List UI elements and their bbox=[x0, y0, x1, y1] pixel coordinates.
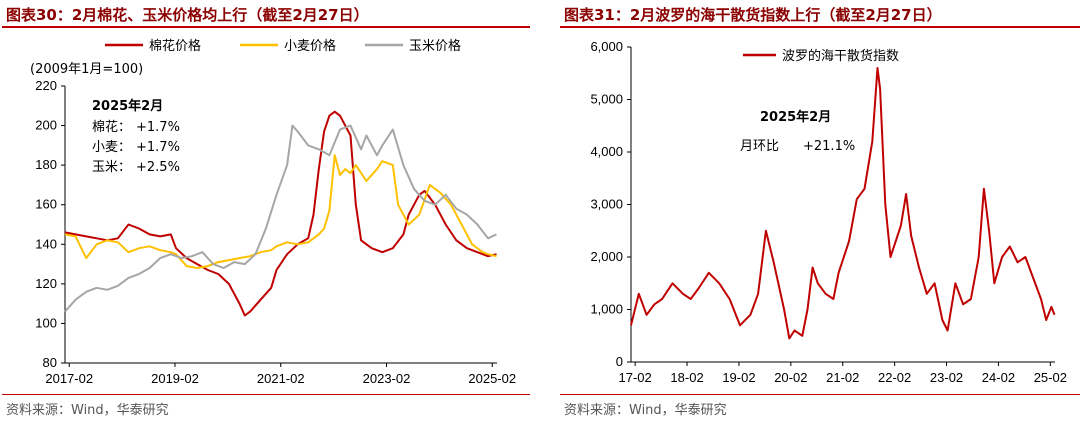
annotation-label: 玉米： bbox=[92, 160, 131, 175]
annotation-value: +1.7% bbox=[136, 140, 180, 155]
x-tick-label: 22-02 bbox=[878, 370, 911, 385]
x-tick-label: 23-02 bbox=[930, 370, 963, 385]
left-source-note: 资料来源：Wind，华泰研究 bbox=[6, 403, 169, 418]
y-tick-label: 1,000 bbox=[590, 302, 623, 317]
series-line-棉花价格 bbox=[64, 110, 497, 317]
legend-label: 棉花价格 bbox=[149, 38, 201, 54]
y-tick-label: 140 bbox=[35, 236, 57, 251]
x-tick-label: 2017-02 bbox=[45, 371, 93, 386]
x-tick-label: 18-02 bbox=[670, 370, 703, 385]
x-tick-label: 24-02 bbox=[982, 370, 1015, 385]
y-tick-label: 220 bbox=[35, 78, 57, 93]
annotation-value: +21.1% bbox=[803, 139, 855, 154]
y-tick-label: 100 bbox=[35, 315, 57, 330]
legend-label: 玉米价格 bbox=[409, 38, 461, 54]
x-tick-label: 2023-02 bbox=[363, 371, 411, 386]
series-line-小麦价格 bbox=[64, 154, 497, 269]
series-line-玉米价格 bbox=[64, 124, 497, 313]
y-tick-label: 4,000 bbox=[590, 144, 623, 159]
left-chart-panel: 图表30：2月棉花、玉米价格均上行（截至2月27日） 80 100 120 140 16… bbox=[0, 0, 530, 421]
x-tick-label: 20-02 bbox=[774, 370, 807, 385]
x-tick-label: 19-02 bbox=[722, 370, 755, 385]
annotation-label: 月环比 bbox=[740, 139, 779, 154]
right-chart-title: 图表31：2月波罗的海干散货指数上行（截至2月27日） bbox=[564, 6, 942, 24]
legend-label: 波罗的海干散货指数 bbox=[782, 48, 899, 64]
y-tick-label: 2,000 bbox=[590, 249, 623, 264]
unit-note: (2009年1月=100) bbox=[30, 62, 143, 77]
left-title-rule bbox=[2, 26, 530, 28]
right-chart-panel: 图表31：2月波罗的海干散货指数上行（截至2月27日） 0 1,000 2,000 3… bbox=[558, 0, 1080, 421]
y-tick-label: 200 bbox=[35, 118, 57, 133]
y-tick-label: 5,000 bbox=[590, 92, 623, 107]
left-line-chart: 80 100 120 140 160 180 200 220 2017-02 2019-02 202… bbox=[30, 38, 516, 386]
y-tick-label: 160 bbox=[35, 197, 57, 212]
annotation-value: +2.5% bbox=[136, 160, 180, 175]
y-tick-label: 120 bbox=[35, 276, 57, 291]
annotation-heading: 2025年2月 bbox=[92, 98, 163, 114]
right-source-rule bbox=[560, 394, 1080, 395]
y-tick-label: 3,000 bbox=[590, 197, 623, 212]
series-line-波罗的海干散货指数 bbox=[630, 67, 1056, 340]
x-tick-label: 17-02 bbox=[619, 370, 652, 385]
right-source-note: 资料来源：Wind，华泰研究 bbox=[564, 403, 727, 418]
right-line-chart: 0 1,000 2,000 3,000 4,000 5,000 6,000 17-02 18-0… bbox=[590, 39, 1067, 385]
annotation-label: 小麦： bbox=[92, 140, 131, 155]
annotation-value: +1.7% bbox=[136, 120, 180, 135]
x-tick-label: 2025-02 bbox=[468, 371, 516, 386]
x-tick-label: 2021-02 bbox=[257, 371, 305, 386]
y-tick-label: 80 bbox=[43, 355, 57, 370]
annotation-label: 棉花： bbox=[92, 119, 131, 135]
annotation-heading: 2025年2月 bbox=[760, 109, 831, 125]
legend-label: 小麦价格 bbox=[284, 38, 336, 54]
left-chart-title: 图表30：2月棉花、玉米价格均上行（截至2月27日） bbox=[6, 6, 369, 24]
left-source-rule bbox=[2, 394, 530, 395]
x-tick-label: 2019-02 bbox=[151, 371, 199, 386]
x-tick-label: 21-02 bbox=[826, 370, 859, 385]
y-tick-label: 6,000 bbox=[590, 39, 623, 54]
y-tick-label: 180 bbox=[35, 157, 57, 172]
right-title-rule bbox=[560, 26, 1080, 28]
y-tick-label: 0 bbox=[616, 354, 623, 369]
x-tick-label: 25-02 bbox=[1034, 370, 1067, 385]
